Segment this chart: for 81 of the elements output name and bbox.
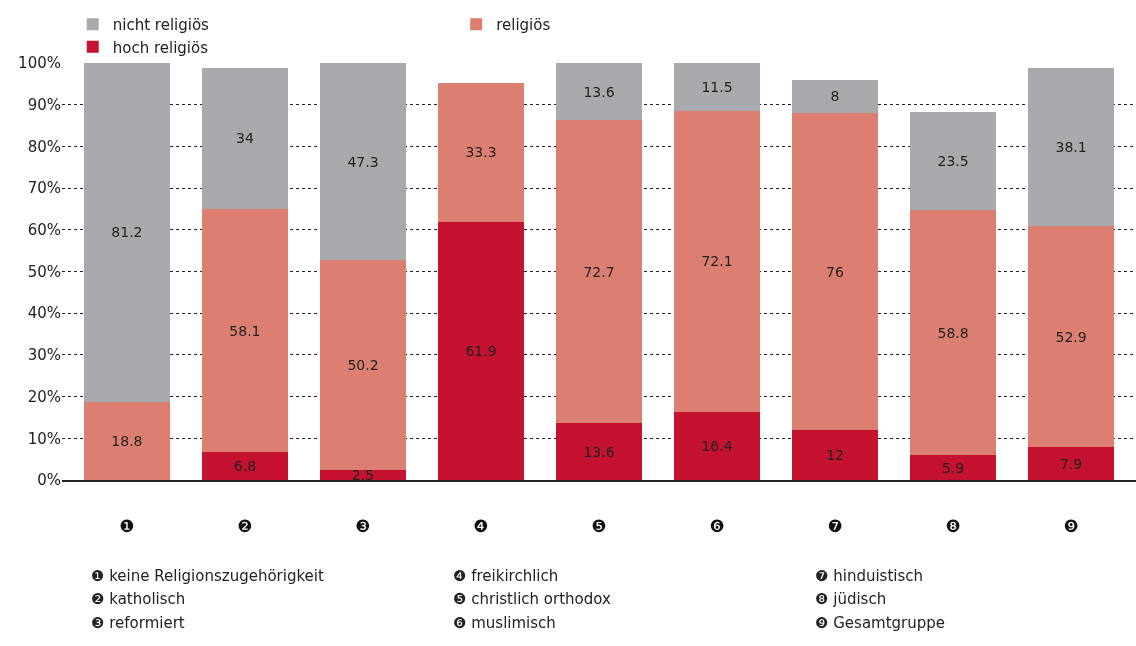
- y-tick-label: 70%: [27, 179, 61, 198]
- text: ❹ freikirchlich: [453, 567, 559, 585]
- x-tick-label: ❾: [1063, 516, 1079, 537]
- data-label: 18.8: [111, 432, 143, 449]
- data-label: 6.8: [233, 457, 257, 474]
- legend-label: hoch religiös: [112, 38, 209, 57]
- y-tick-label: 30%: [27, 346, 61, 365]
- data-label: 52.9: [1055, 328, 1087, 345]
- data-label: 13.6: [583, 443, 615, 460]
- x-tick-label: ❶: [119, 516, 135, 537]
- y-tick-label: 0%: [37, 471, 61, 490]
- x-tick-label: ❸: [355, 516, 371, 537]
- bar: [201, 209, 289, 452]
- data-label: 72.7: [583, 263, 615, 280]
- bar: [319, 63, 407, 261]
- bar: [1028, 67, 1115, 227]
- bar: [437, 83, 525, 222]
- data-label: 33.3: [465, 144, 497, 161]
- data-label: 61.9: [465, 342, 497, 359]
- y-tick-label: 80%: [27, 137, 61, 156]
- y-tick-label: 40%: [27, 304, 61, 323]
- data-label: 5.9: [941, 459, 965, 476]
- data-label: 58.8: [937, 324, 969, 341]
- data-label: 12: [826, 446, 844, 463]
- data-label: 58.1: [229, 322, 261, 339]
- data-label: 38.1: [1055, 139, 1087, 156]
- y-tick-label: 90%: [27, 95, 61, 114]
- bar: [555, 423, 643, 480]
- data-label: 72.1: [701, 253, 733, 270]
- bar: [83, 401, 170, 480]
- text: ❸ reformiert: [91, 614, 185, 632]
- x-tick-label: ❹: [473, 516, 489, 537]
- bar: [555, 63, 643, 121]
- bar: [1028, 226, 1115, 448]
- data-label: 8: [830, 88, 840, 105]
- text: ❽ jüdisch: [815, 590, 887, 608]
- bar: [555, 120, 643, 424]
- text: ❼ hinduistisch: [815, 567, 924, 585]
- bar: [83, 63, 170, 402]
- bar: [437, 221, 525, 480]
- data-label: 16.4: [701, 437, 733, 454]
- data-label: 34: [235, 130, 254, 147]
- legend-label: religiös: [496, 16, 551, 35]
- legend-label: nicht religiös: [112, 16, 210, 35]
- bar: [791, 429, 879, 480]
- text: ❾ Gesamtgruppe: [815, 614, 946, 632]
- data-label: 47.3: [347, 153, 379, 170]
- data-label: 2.5: [351, 466, 375, 483]
- bar: [909, 455, 997, 480]
- y-tick-label: 20%: [27, 387, 61, 406]
- bar: [673, 110, 761, 412]
- data-label: 13.6: [583, 83, 615, 100]
- bar: [1028, 447, 1115, 480]
- bar: [673, 411, 761, 480]
- text: ❶ keine Religionszugehörigkeit: [91, 567, 324, 585]
- bar: [201, 451, 289, 480]
- data-label: 50.2: [347, 356, 379, 373]
- text: ❻ muslimisch: [453, 614, 556, 632]
- x-tick-label: ❽: [945, 516, 961, 537]
- y-tick-label: 100%: [18, 54, 61, 73]
- bar: [673, 63, 761, 111]
- bar: [791, 79, 879, 114]
- y-tick-label: 10%: [27, 429, 61, 448]
- text: ❺ christlich orthodox: [453, 590, 611, 608]
- data-label: 23.5: [937, 153, 969, 170]
- y-tick-label: 50%: [27, 262, 61, 281]
- x-tick-label: ❻: [709, 516, 725, 537]
- y-tick-label: 60%: [27, 221, 61, 240]
- bar: [909, 210, 997, 456]
- data-label: 81.2: [111, 224, 143, 241]
- x-tick-label: ❷: [237, 516, 253, 537]
- text: ❷ katholisch: [91, 590, 186, 608]
- bar: [201, 67, 289, 210]
- data-label: 11.5: [701, 78, 733, 95]
- x-tick-label: ❼: [827, 516, 843, 537]
- x-tick-label: ❺: [591, 516, 607, 537]
- data-label: 76: [826, 263, 844, 280]
- bar: [791, 113, 879, 430]
- bar: [909, 112, 997, 211]
- data-label: 7.9: [1059, 455, 1083, 472]
- bar: [319, 260, 407, 470]
